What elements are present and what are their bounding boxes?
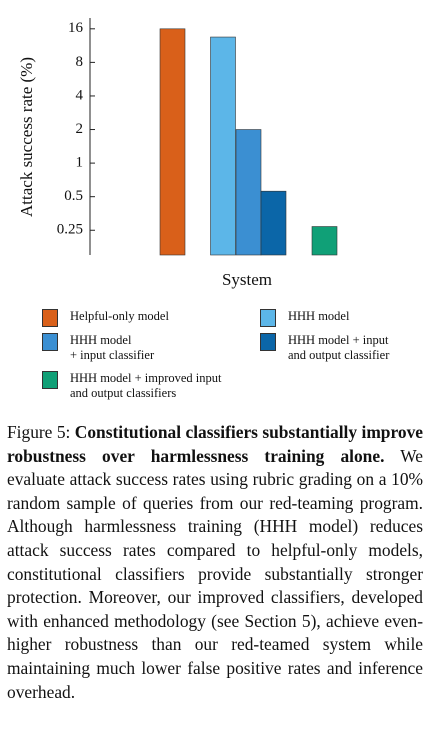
bar	[235, 129, 262, 256]
y-tick-label: 0.25	[57, 222, 83, 238]
y-axis-label: Attack success rate (%)	[17, 57, 36, 217]
y-tick-label: 8	[76, 54, 84, 70]
legend-swatch	[260, 309, 276, 327]
legend-label: HHH model + input and output classifier	[288, 333, 390, 362]
legend-item: HHH model + improved input and output cl…	[42, 371, 221, 401]
y-tick-label: 0.5	[64, 188, 83, 204]
bar	[210, 36, 236, 256]
legend-item: Helpful-only model	[42, 309, 169, 327]
y-tick-label: 4	[76, 87, 84, 103]
legend-swatch	[42, 333, 58, 351]
y-tick-label: 16	[68, 20, 84, 36]
legend-swatch	[260, 333, 276, 351]
caption-text: We evaluate attack success rates using r…	[7, 445, 423, 702]
legend-label: HHH model + improved input and output cl…	[70, 371, 222, 400]
caption: Figure 5: Constitutional classifiers sub…	[7, 421, 423, 704]
legend-label: HHH model + input classifier	[70, 333, 155, 362]
legend-swatch	[42, 371, 58, 389]
bar	[311, 226, 338, 256]
chart: Attack success rate (%) System 0.25 0.5 1 2…	[17, 18, 338, 289]
y-tick-label: 1	[76, 155, 84, 171]
legend-label: HHH model	[288, 309, 350, 323]
bar	[159, 28, 186, 256]
caption-label: Figure 5:	[7, 422, 71, 442]
legend-item: HHH model + input and output classifier	[260, 333, 389, 363]
legend-swatch	[42, 309, 58, 327]
legend-item: HHH model	[260, 309, 349, 327]
bar	[260, 190, 287, 256]
legend-label: Helpful-only model	[70, 309, 169, 323]
x-axis-label: System	[222, 270, 272, 289]
caption-bold: Constitutional classifiers substantially…	[7, 422, 423, 466]
y-tick-label: 2	[76, 121, 84, 137]
legend-item: HHH model + input classifier	[42, 333, 154, 363]
